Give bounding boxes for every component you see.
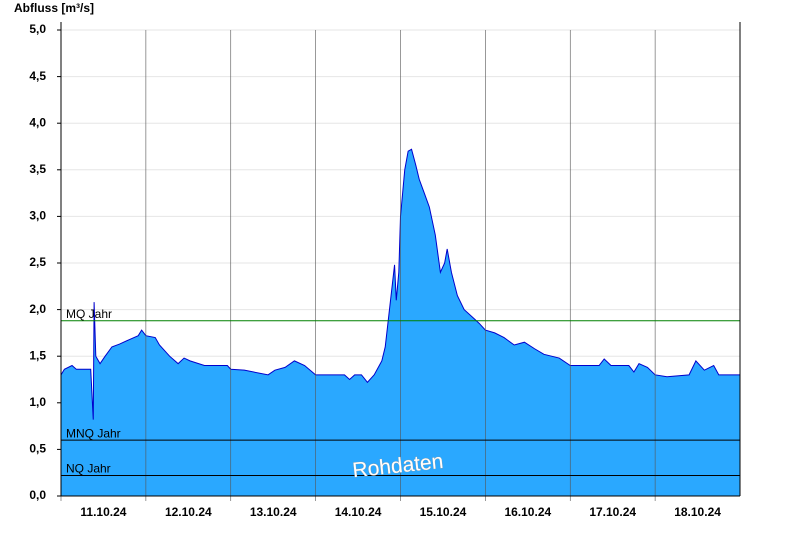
y-tick-label: 3,0 [29,209,46,223]
y-tick-label: 0,0 [29,488,46,502]
y-tick-label: 2,0 [29,302,46,316]
reference-label: MNQ Jahr [66,426,121,440]
y-tick-label: 0,5 [29,442,46,456]
x-tick-label: 18.10.24 [674,505,721,519]
y-tick-label: 4,0 [29,115,46,129]
y-tick-label: 1,5 [29,348,46,362]
y-tick-label: 5,0 [29,22,46,36]
x-tick-label: 13.10.24 [250,505,297,519]
y-tick-label: 2,5 [29,255,46,269]
x-tick-label: 11.10.24 [80,505,126,519]
x-tick-label: 17.10.24 [589,505,636,519]
y-axis-label: Abfluss [m³/s] [14,1,94,15]
y-tick-label: 4,5 [29,69,46,83]
reference-label: NQ Jahr [66,462,111,476]
x-tick-label: 16.10.24 [504,505,551,519]
y-tick-label: 3,5 [29,162,46,176]
reference-label: MQ Jahr [66,307,112,321]
line [60,148,740,420]
x-tick-label: 14.10.24 [335,505,382,519]
y-tick-label: 1,0 [29,395,46,409]
x-tick-label: 15.10.24 [420,505,467,519]
x-tick-label: 12.10.24 [165,505,212,519]
